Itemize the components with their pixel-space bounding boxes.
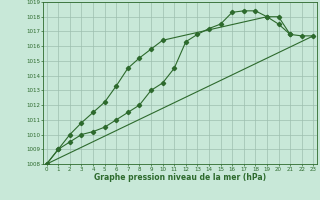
X-axis label: Graphe pression niveau de la mer (hPa): Graphe pression niveau de la mer (hPa)	[94, 173, 266, 182]
